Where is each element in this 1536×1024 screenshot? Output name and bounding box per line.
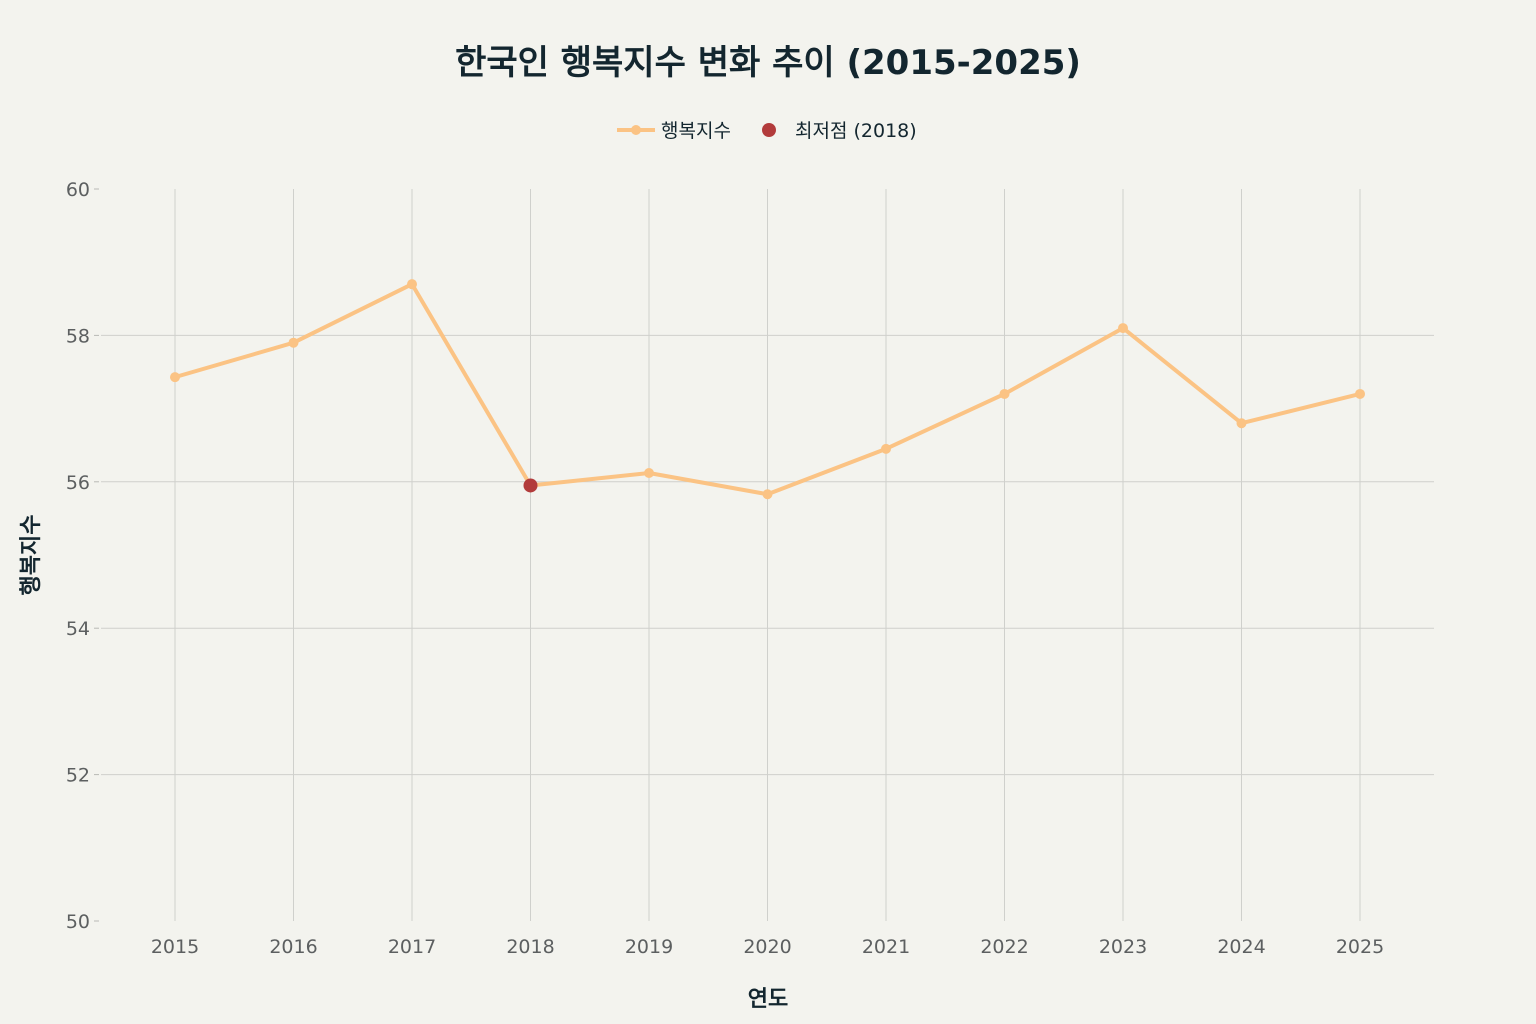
x-tick-label: 2017	[388, 936, 436, 958]
data-point[interactable]	[407, 279, 417, 290]
x-tick-label: 2021	[862, 936, 910, 958]
y-tick-label: 50	[66, 911, 90, 933]
legend-marker-swatch	[631, 125, 641, 135]
data-point[interactable]	[170, 372, 180, 383]
legend-item-minimum[interactable]: 최저점 (2018)	[762, 120, 917, 142]
y-axis-title: 행복지수	[19, 515, 44, 596]
x-axis: 2015 2016 2017 2018 2019 2020 2021 2022 2023 2024…	[151, 936, 1384, 958]
x-tick-label: 2016	[269, 936, 317, 958]
x-tick-label: 2020	[743, 936, 791, 958]
data-point[interactable]	[1236, 418, 1247, 429]
data-point[interactable]	[288, 337, 299, 348]
x-tick-label: 2024	[1217, 936, 1265, 958]
data-point[interactable]	[762, 489, 773, 500]
x-tick-label: 2022	[980, 936, 1028, 958]
y-tick-label: 56	[66, 472, 90, 494]
data-series	[170, 279, 1365, 500]
y-tick-label: 60	[66, 179, 90, 201]
x-tick-label: 2015	[151, 936, 199, 958]
x-tick-label: 2019	[625, 936, 673, 958]
x-tick-label: 2018	[506, 936, 554, 958]
x-tick-label: 2023	[1099, 936, 1147, 958]
minimum-point-marker[interactable]	[523, 478, 538, 493]
legend-item-series[interactable]: 행복지수	[617, 120, 731, 142]
legend: 행복지수 최저점 (2018)	[617, 120, 917, 142]
data-point[interactable]	[1118, 323, 1128, 334]
y-tick-label: 58	[66, 325, 90, 347]
x-axis-title: 연도	[748, 987, 788, 1012]
legend-minimum-swatch	[762, 123, 776, 137]
chart-title: 한국인 행복지수 변화 추이 (2015-2025)	[455, 43, 1081, 83]
data-point[interactable]	[1355, 388, 1365, 399]
y-tick-label: 52	[66, 765, 90, 787]
y-axis: 50 52 54 56 58 60	[66, 179, 99, 933]
y-tick-label: 54	[66, 618, 90, 640]
data-point[interactable]	[881, 443, 891, 454]
gridlines	[101, 189, 1434, 921]
data-point[interactable]	[644, 468, 654, 479]
legend-label-minimum: 최저점 (2018)	[795, 120, 917, 142]
data-point[interactable]	[999, 388, 1010, 399]
legend-label-series: 행복지수	[661, 120, 731, 142]
x-tick-label: 2025	[1336, 936, 1384, 958]
